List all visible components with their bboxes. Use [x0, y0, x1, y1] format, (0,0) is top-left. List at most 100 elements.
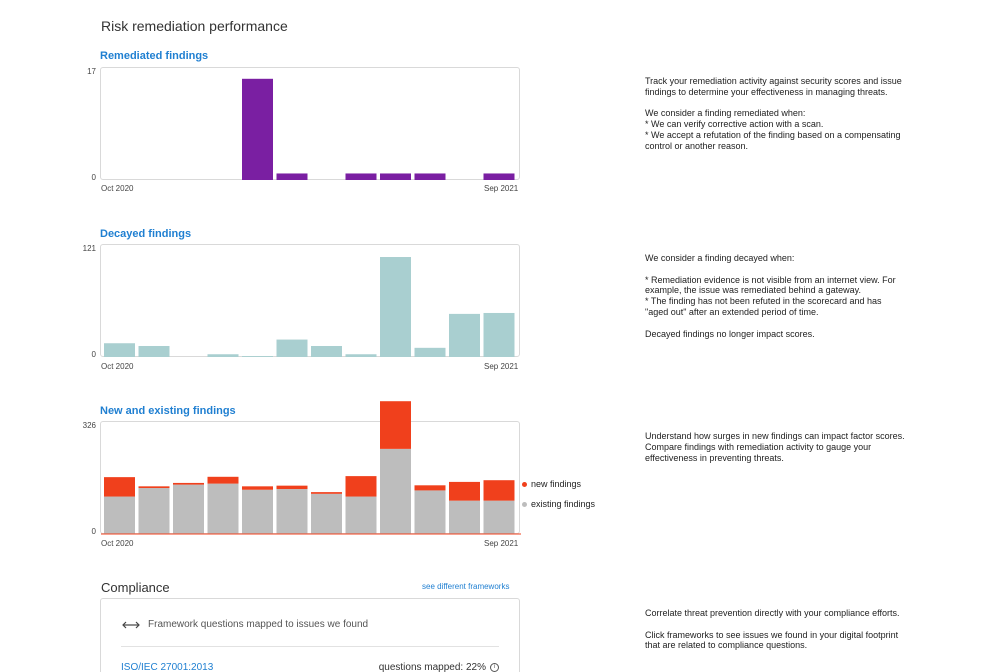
questions-mapped: questions mapped: 22% i: [379, 662, 499, 672]
bar-existing-1: [104, 496, 135, 534]
bar-9: [380, 173, 411, 180]
new-existing-y-max: 326: [82, 421, 96, 430]
bar-new-2: [138, 486, 170, 489]
legend-new-label: new findings: [531, 479, 582, 489]
remediated-x-end: Sep 2021: [484, 184, 519, 193]
framework-divider: [121, 646, 499, 647]
bar-10: [414, 173, 446, 180]
decayed-x-end: Sep 2021: [484, 362, 519, 371]
decayed-description: We consider a finding decayed when: * Rem…: [645, 253, 905, 339]
description-line: We consider a finding decayed when:: [645, 253, 795, 263]
questions-mapped-label: questions mapped: 22%: [378, 662, 486, 672]
bar-existing-5: [242, 489, 273, 534]
description-line: Correlate threat prevention directly wit…: [645, 608, 900, 618]
bar-2: [138, 345, 170, 357]
new-existing-findings-title: New and existing findings: [100, 405, 236, 417]
description-gap: [645, 318, 905, 329]
description-line: * Remediation evidence is not visible fr…: [645, 274, 896, 296]
framework-link-iso27001[interactable]: ISO/IEC 27001:2013: [121, 662, 214, 672]
description-line: * We accept a refutation of the finding …: [645, 129, 901, 151]
bar-1: [104, 343, 135, 357]
bar-existing-7: [311, 493, 342, 534]
bar-new-5: [242, 486, 273, 490]
new-existing-findings-chart: [100, 401, 521, 535]
bar-7: [311, 345, 342, 357]
legend-existing-dot: [522, 501, 527, 507]
page-title: Risk remediation performance: [101, 18, 288, 34]
bar-existing-2: [138, 488, 170, 534]
description-line: * We can verify corrective action with a…: [645, 119, 824, 130]
bar-5: [242, 78, 273, 180]
bar-new-8: [345, 476, 377, 497]
bar-11: [449, 313, 480, 357]
legend-item-new: new findings: [522, 474, 595, 494]
description-gap: [645, 619, 905, 630]
bar-existing-3: [173, 484, 204, 534]
bar-4: [207, 354, 239, 357]
bar-new-9: [380, 401, 411, 449]
new-existing-y-min: 0: [91, 527, 96, 536]
see-different-frameworks-link[interactable]: see different frameworks: [422, 582, 510, 591]
remediated-findings-chart: [100, 67, 520, 180]
compliance-panel: Framework questions mapped to issues we …: [100, 598, 520, 672]
bar-8: [345, 354, 377, 357]
bar-existing-12: [483, 500, 515, 534]
new-existing-x-start: Oct 2020: [101, 539, 134, 548]
bar-new-6: [276, 485, 308, 490]
bar-5: [242, 356, 273, 357]
bar-new-1: [104, 477, 135, 497]
description-line: Decayed findings no longer impact scores…: [645, 328, 815, 339]
bar-8: [345, 173, 377, 180]
description-line: Track your remediation activity against …: [645, 76, 902, 97]
bar-new-7: [311, 492, 342, 494]
bar-new-3: [173, 482, 204, 485]
bar-6: [276, 339, 308, 357]
bar-9: [380, 257, 411, 357]
new-existing-description: Understand how surges in new findings ca…: [645, 431, 905, 463]
remediated-y-max: 17: [87, 67, 96, 76]
remediated-description: Track your remediation activity against …: [645, 76, 905, 152]
bar-existing-11: [449, 500, 480, 534]
description-gap: [645, 98, 905, 109]
remediated-findings-title: Remediated findings: [100, 50, 209, 62]
decayed-findings-svg: [104, 257, 515, 357]
bar-existing-4: [207, 483, 239, 534]
decayed-findings-title: Decayed findings: [100, 228, 192, 240]
description-gap: [645, 264, 905, 275]
framework-header: Framework questions mapped to issues we …: [121, 619, 368, 630]
framework-header-label: Framework questions mapped to issues we …: [148, 619, 369, 630]
new-existing-findings-svg: [101, 401, 521, 535]
remediated-y-min: 0: [91, 173, 96, 182]
compliance-title: Compliance: [101, 580, 170, 595]
bar-12: [483, 312, 515, 357]
legend-existing-label: existing findings: [531, 499, 596, 509]
description-line: Understand how surges in new findings ca…: [645, 431, 905, 463]
double-arrow-icon: [121, 620, 141, 630]
decayed-y-min: 0: [91, 350, 96, 359]
legend-new-dot: [522, 481, 527, 487]
bar-new-12: [483, 480, 515, 501]
info-icon[interactable]: i: [490, 663, 499, 672]
decayed-x-start: Oct 2020: [101, 362, 134, 371]
new-existing-legend: new findings existing findings: [522, 474, 595, 514]
bar-existing-10: [414, 490, 446, 534]
decayed-y-max: 121: [82, 244, 96, 253]
description-line: Click frameworks to see issues we found …: [645, 629, 899, 651]
bar-6: [276, 173, 308, 180]
remediated-findings-svg: [242, 78, 515, 180]
bar-10: [414, 347, 446, 357]
description-line: * The finding has not been refuted in th…: [645, 296, 882, 317]
bar-existing-8: [345, 496, 377, 534]
compliance-description: Correlate threat prevention directly wit…: [645, 608, 905, 651]
bar-existing-9: [380, 448, 411, 534]
bar-new-4: [207, 476, 239, 484]
bar-new-11: [449, 481, 480, 501]
bar-existing-6: [276, 489, 308, 534]
legend-item-existing: existing findings: [522, 494, 595, 514]
new-existing-x-end: Sep 2021: [484, 539, 519, 548]
bar-new-10: [414, 485, 446, 491]
decayed-findings-chart: [100, 244, 520, 357]
bar-12: [483, 173, 515, 180]
remediated-x-start: Oct 2020: [101, 184, 134, 193]
description-line: We consider a finding remediated when:: [645, 108, 806, 119]
